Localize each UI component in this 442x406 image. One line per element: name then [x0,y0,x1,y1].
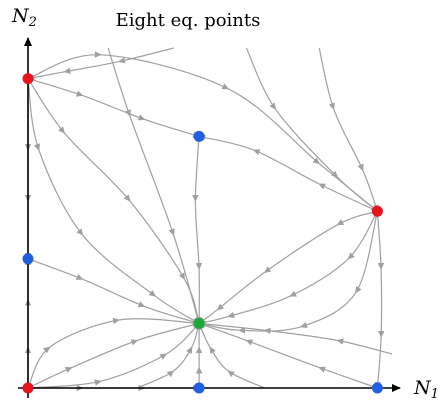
y-axis-label-text: N2 [11,5,37,30]
chart-title: Eight eq. points [116,10,261,31]
equilibrium-point-unstable-2 [22,73,34,85]
equilibrium-point-unstable-1 [22,382,34,394]
streamline-3 [27,78,201,138]
streamline-9 [198,134,378,212]
streamline-13 [27,322,200,389]
streamlines-group [24,47,393,392]
streamline-23 [27,47,174,81]
streamline-2 [27,78,201,325]
y-axis-label-subscript: 2 [28,15,37,30]
streamline-11 [27,321,201,389]
equilibrium-point-saddle-2 [371,382,383,394]
streamline-6 [198,210,378,325]
streamline-1 [27,78,200,324]
streamline-19 [27,258,201,325]
equilibrium-point-unstable-3 [371,205,383,217]
streamline-22 [318,47,379,213]
streamline-7 [198,210,378,326]
equilibrium-point-stable-1 [193,317,205,329]
equilibrium-points-group [22,73,383,394]
y-axis-label: N2 [11,5,37,30]
equilibrium-point-saddle-4 [193,130,205,142]
x-axis-label-subscript: 1 [431,387,439,402]
streamline-26 [198,322,265,389]
streamline-21 [245,47,379,212]
streamline-18 [192,136,203,325]
x-axis-label: N1 [413,377,439,402]
equilibrium-point-saddle-3 [22,253,34,265]
streamline-25 [136,322,201,389]
x-axis-label-text: N1 [413,377,439,402]
streamline-8 [198,211,378,334]
streamline-10 [374,211,385,389]
equilibrium-point-saddle-1 [193,382,205,394]
